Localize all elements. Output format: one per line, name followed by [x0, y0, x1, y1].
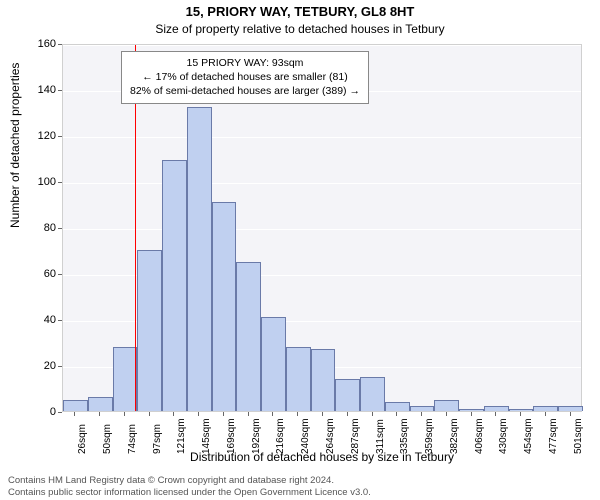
x-tick-label: 311sqm	[375, 419, 386, 454]
x-tick-label: 74sqm	[127, 424, 138, 454]
histogram-bar	[311, 349, 336, 411]
histogram-bar	[360, 377, 385, 412]
histogram-bar	[286, 347, 311, 411]
histogram-bar	[261, 317, 286, 411]
histogram-bar	[162, 160, 187, 411]
plot-area: 15 PRIORY WAY: 93sqm← 17% of detached ho…	[62, 44, 582, 412]
annotation-box: 15 PRIORY WAY: 93sqm← 17% of detached ho…	[121, 51, 369, 104]
histogram-bar	[533, 406, 558, 411]
x-axis: Distribution of detached houses by size …	[62, 412, 582, 468]
x-tick-label: 240sqm	[300, 418, 311, 454]
footer-line-2: Contains public sector information licen…	[8, 487, 371, 498]
x-tick-label: 97sqm	[152, 424, 163, 454]
annotation-line: ← 17% of detached houses are smaller (81…	[130, 70, 360, 84]
x-tick-label: 454sqm	[523, 418, 534, 454]
y-tick-label: 100	[38, 176, 56, 188]
histogram-bar	[236, 262, 261, 412]
histogram-bar	[385, 402, 410, 411]
histogram-bar	[335, 379, 360, 411]
y-tick-label: 60	[44, 268, 56, 280]
y-tick-label: 160	[38, 38, 56, 50]
histogram-bar	[88, 397, 113, 411]
x-tick-label: 264sqm	[325, 418, 336, 454]
histogram-bar	[212, 202, 237, 411]
histogram-bar	[63, 400, 88, 412]
x-tick-label: 121sqm	[176, 418, 187, 454]
y-tick-label: 80	[44, 222, 56, 234]
histogram-bar	[509, 409, 534, 411]
x-tick-label: 359sqm	[424, 418, 435, 454]
histogram-bar	[434, 400, 459, 412]
x-tick-label: 50sqm	[102, 424, 113, 454]
annotation-line: 15 PRIORY WAY: 93sqm	[130, 56, 360, 70]
histogram-chart: 15, PRIORY WAY, TETBURY, GL8 8HT Size of…	[0, 0, 600, 500]
x-tick-label: 145sqm	[201, 418, 212, 454]
chart-subtitle: Size of property relative to detached ho…	[0, 22, 600, 36]
x-tick-label: 477sqm	[548, 418, 559, 454]
chart-title: 15, PRIORY WAY, TETBURY, GL8 8HT	[0, 4, 600, 19]
footer-line-1: Contains HM Land Registry data © Crown c…	[8, 475, 371, 486]
x-tick-label: 287sqm	[350, 418, 361, 454]
annotation-line: 82% of semi-detached houses are larger (…	[130, 84, 360, 98]
x-tick-label: 382sqm	[449, 418, 460, 454]
footer-attribution: Contains HM Land Registry data © Crown c…	[8, 475, 371, 498]
x-tick-label: 169sqm	[226, 418, 237, 454]
histogram-bar	[558, 406, 583, 411]
x-tick-label: 335sqm	[399, 418, 410, 454]
histogram-bar	[459, 409, 484, 411]
x-tick-label: 406sqm	[474, 418, 485, 454]
histogram-bar	[484, 406, 509, 411]
x-tick-label: 430sqm	[498, 418, 509, 454]
y-tick-label: 0	[50, 406, 56, 418]
x-tick-label: 501sqm	[573, 418, 584, 454]
y-tick-label: 120	[38, 130, 56, 142]
y-axis: 020406080100120140160	[0, 44, 62, 412]
histogram-bar	[187, 107, 212, 411]
y-tick-label: 40	[44, 314, 56, 326]
x-tick-label: 192sqm	[251, 418, 262, 454]
y-tick-label: 20	[44, 360, 56, 372]
y-tick-label: 140	[38, 84, 56, 96]
histogram-bar	[410, 406, 435, 411]
x-tick-label: 26sqm	[77, 424, 88, 454]
histogram-bar	[137, 250, 162, 411]
x-tick-label: 216sqm	[275, 418, 286, 454]
